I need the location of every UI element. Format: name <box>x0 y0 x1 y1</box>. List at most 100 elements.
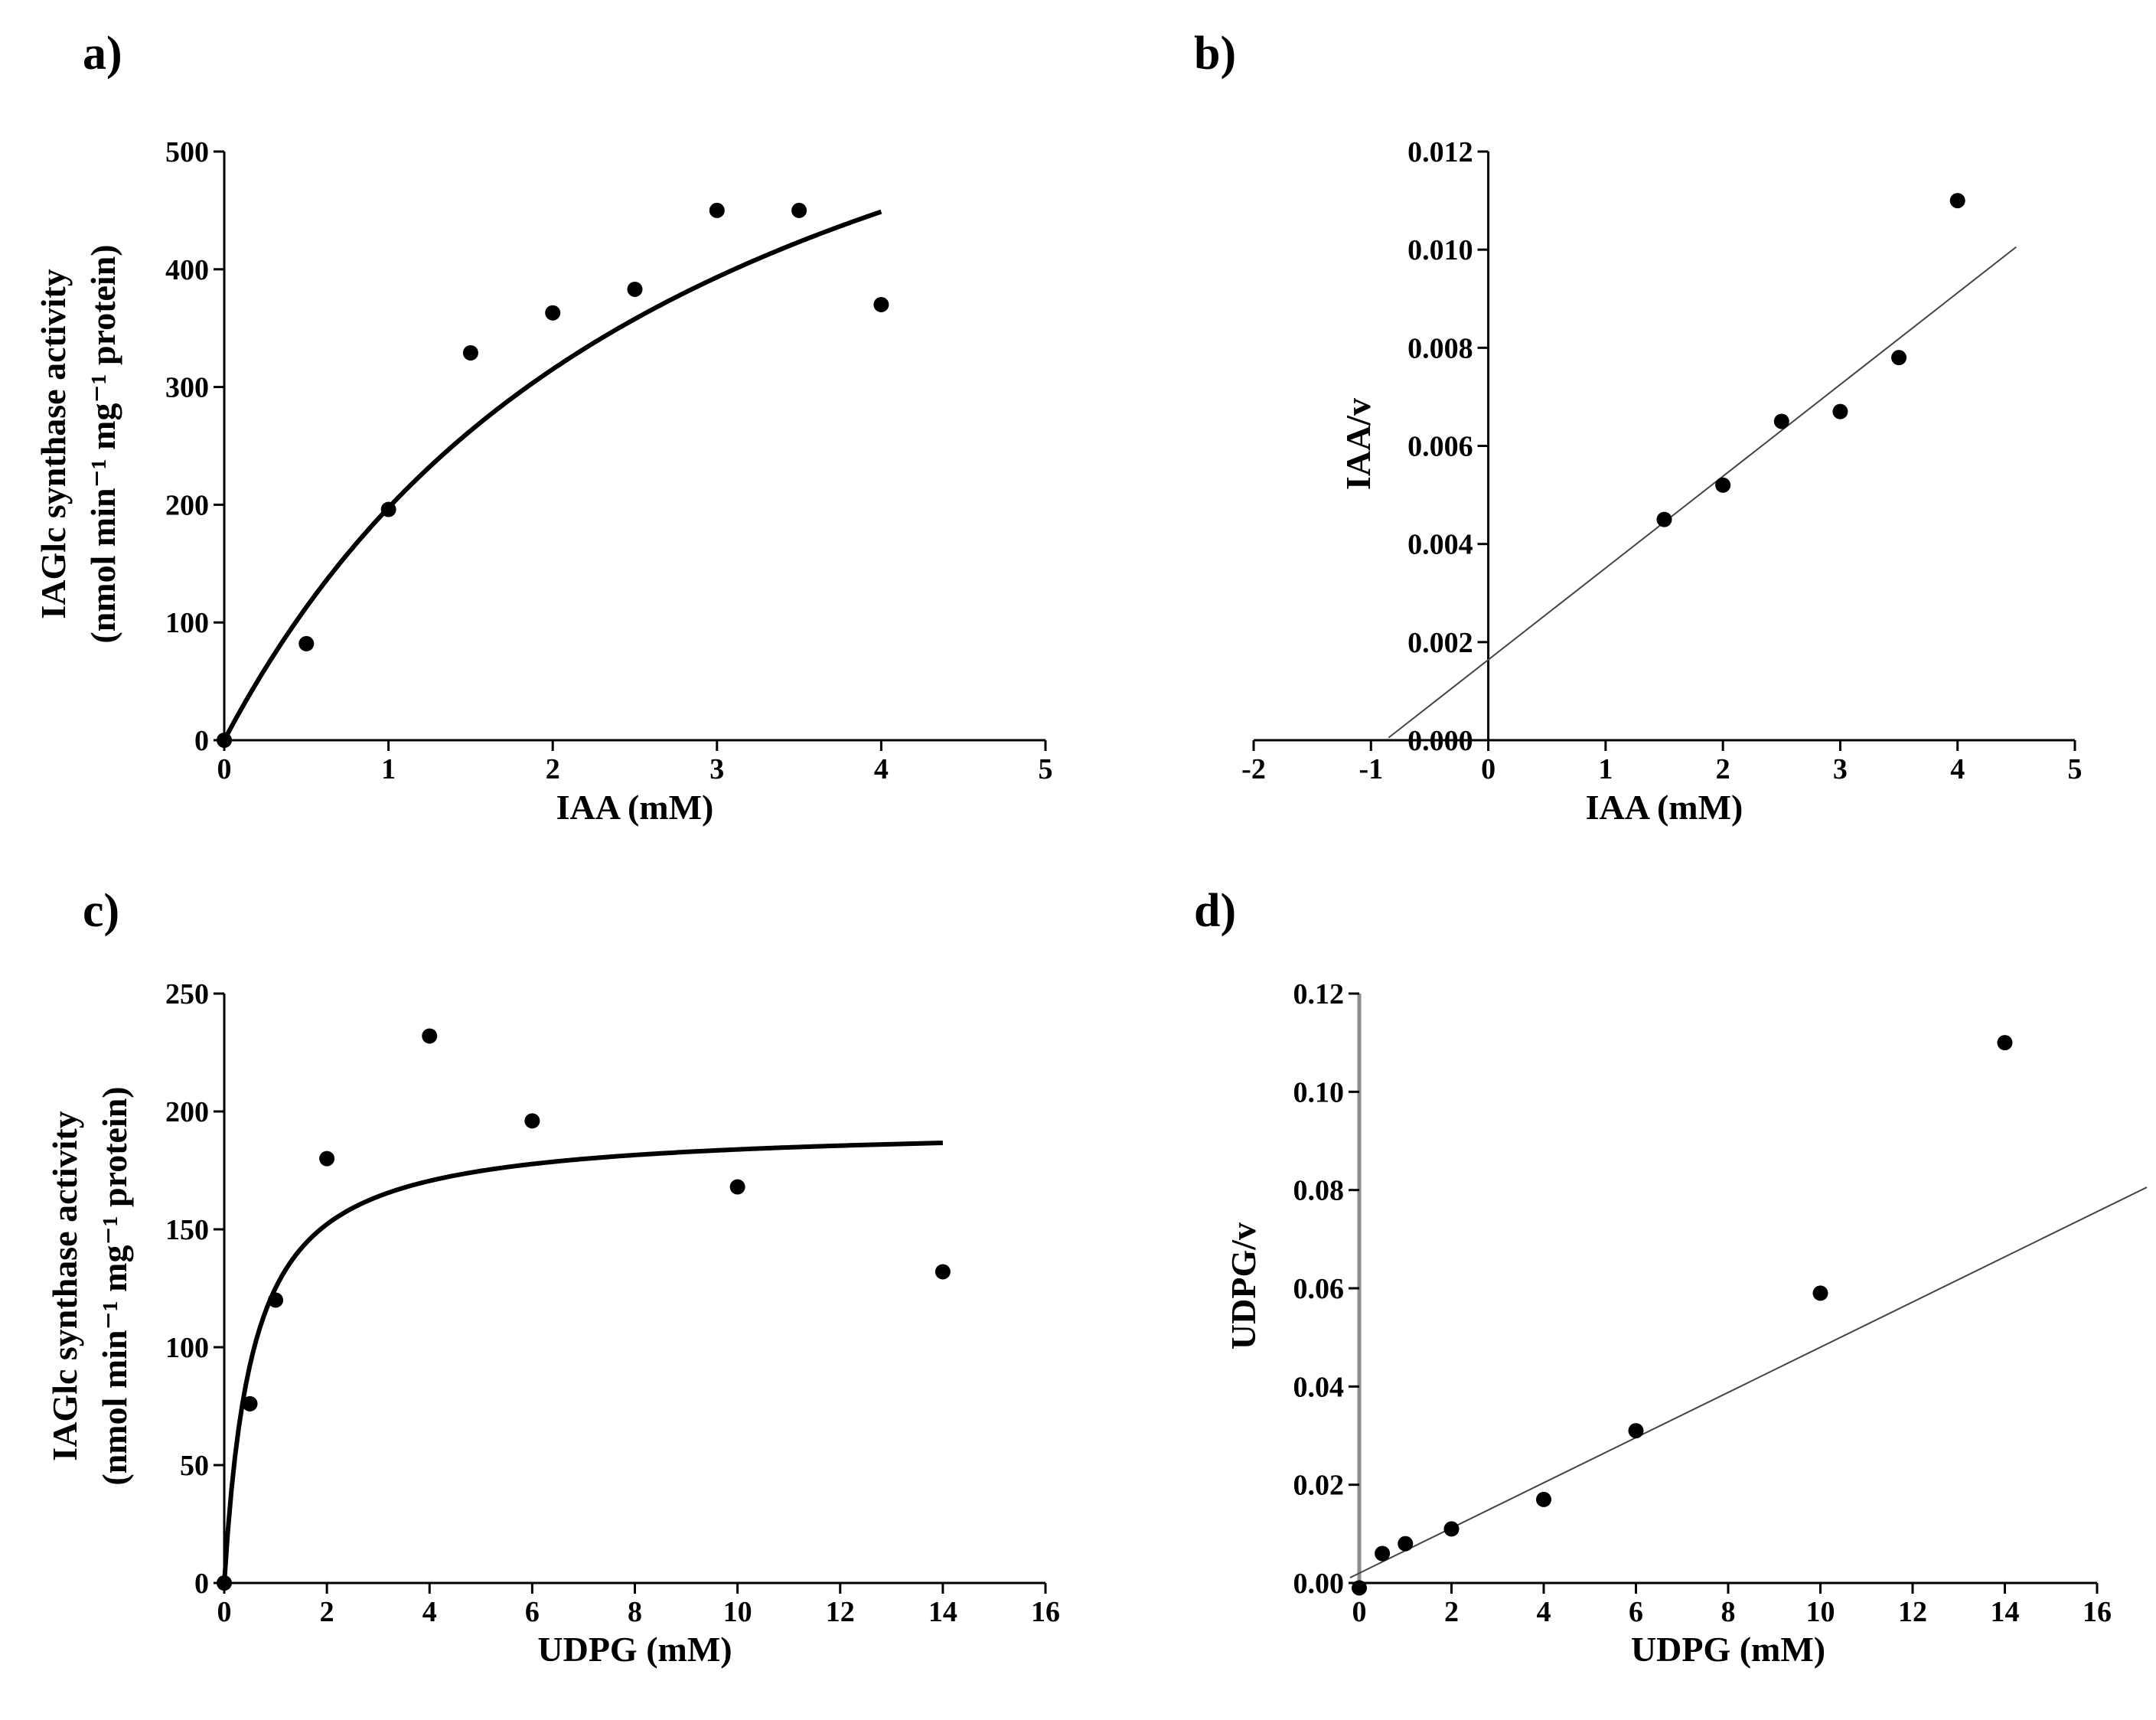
data-point <box>268 1292 284 1308</box>
y-tick-label: 0.000 <box>1407 725 1473 757</box>
data-point <box>791 202 807 218</box>
x-tick-label: 3 <box>1833 753 1848 785</box>
y-tick-label: 0.010 <box>1407 234 1473 266</box>
y-tick-label: 0.008 <box>1407 332 1473 364</box>
data-point <box>934 1264 951 1280</box>
y-tick-label: 0.04 <box>1293 1371 1345 1403</box>
x-tick-label: 2 <box>1716 753 1730 785</box>
y-tick-label: 0.06 <box>1293 1273 1345 1305</box>
data-point <box>1773 413 1789 429</box>
chart-panel-1: a) 0 1 2 3 4 5 0 100 200 300 400 500 IAA (mM) IAGlc sy… <box>34 28 1053 827</box>
fit-curve <box>222 1141 943 1584</box>
x-axis-title: IAA (mM) <box>1586 788 1743 827</box>
y-tick-label: 0.004 <box>1407 529 1473 561</box>
x-tick-label: 14 <box>928 1596 957 1628</box>
x-tick-label: 0 <box>217 753 232 785</box>
x-tick-label: 2 <box>320 1596 334 1628</box>
y-tick-label: 0.012 <box>1407 136 1473 168</box>
data-point <box>1997 1035 2013 1051</box>
y-axis-title: IAGlc synthase activity <box>45 1111 84 1461</box>
x-axis-title: UDPG (mM) <box>537 1630 732 1669</box>
x-tick-label: 4 <box>874 753 889 785</box>
y-tick-label: 0 <box>194 1568 209 1600</box>
data-point <box>1891 350 1907 366</box>
data-point <box>319 1150 335 1167</box>
x-tick-label: 5 <box>1039 753 1053 785</box>
x-tick-label: 10 <box>723 1596 752 1628</box>
y-tick-label: 0.006 <box>1407 431 1473 463</box>
data-point <box>1628 1423 1644 1439</box>
data-point <box>1832 403 1848 419</box>
y-axis-title: (nmol min⁻¹ mg⁻¹ protein) <box>95 1086 134 1485</box>
y-tick-label: 200 <box>165 489 209 521</box>
y-tick-label: 400 <box>165 254 209 286</box>
data-point <box>873 296 889 312</box>
y-tick-label: 0.10 <box>1293 1076 1345 1108</box>
x-tick-label: 4 <box>1950 753 1965 785</box>
y-tick-label: 50 <box>180 1450 209 1482</box>
x-tick-label: 6 <box>525 1596 540 1628</box>
data-point <box>1812 1285 1828 1301</box>
x-tick-label: 10 <box>1806 1596 1835 1628</box>
y-axis-title: (nmol min⁻¹ mg⁻¹ protein) <box>83 244 122 643</box>
x-tick-label: 14 <box>1991 1596 2020 1628</box>
data-point <box>709 202 725 218</box>
x-tick-label: 16 <box>1031 1596 1060 1628</box>
x-axis-title: IAA (mM) <box>556 788 714 827</box>
data-point <box>380 501 396 517</box>
y-tick-label: 100 <box>165 1332 209 1364</box>
y-tick-label: 0.08 <box>1293 1175 1345 1207</box>
data-point <box>1949 193 1965 209</box>
data-point <box>217 1575 232 1591</box>
y-tick-label: 100 <box>165 607 209 639</box>
fit-curve <box>222 209 882 742</box>
panel-label: b) <box>1194 28 1236 80</box>
y-tick-label: 500 <box>165 136 209 168</box>
panel-label: d) <box>1194 885 1236 937</box>
x-tick-label: -1 <box>1359 753 1383 785</box>
y-tick-label: 0.002 <box>1407 627 1473 659</box>
data-point <box>1536 1491 1551 1507</box>
x-tick-label: 2 <box>546 753 560 785</box>
x-tick-label: 2 <box>1444 1596 1459 1628</box>
data-point <box>729 1179 745 1195</box>
x-tick-label: 16 <box>2083 1596 2112 1628</box>
y-tick-label: 250 <box>165 978 209 1010</box>
data-point <box>1352 1580 1367 1596</box>
data-point <box>242 1395 258 1412</box>
y-tick-label: 0.12 <box>1293 978 1345 1010</box>
data-point <box>1656 511 1672 527</box>
data-point <box>1443 1521 1460 1537</box>
x-tick-label: -2 <box>1241 753 1266 785</box>
data-point <box>1375 1545 1391 1562</box>
x-tick-label: 0 <box>217 1596 232 1628</box>
x-tick-label: 1 <box>1598 753 1613 785</box>
y-tick-label: 300 <box>165 372 209 404</box>
x-tick-label: 4 <box>1537 1596 1551 1628</box>
x-tick-label: 5 <box>2068 753 2083 785</box>
data-point <box>524 1113 540 1129</box>
panel-label: c) <box>83 885 119 937</box>
fit-curve <box>1349 1186 2148 1578</box>
chart-panel-4: d) 0 2 4 6 8 10 12 14 16 0.00 0.02 0.04 0.06 0.08 0.10 0… <box>1194 885 2148 1669</box>
data-point <box>462 344 478 361</box>
fit-curve <box>1388 246 2017 739</box>
y-axis-title: IAGlc synthase activity <box>34 269 73 618</box>
chart-panel-2: b) -2 -1 0 1 2 3 4 5 0.000 0.002 0.004 0.006 0.008 0.0… <box>1194 28 2083 827</box>
x-tick-label: 4 <box>422 1596 437 1628</box>
x-tick-label: 12 <box>1898 1596 1927 1628</box>
x-axis-title: UDPG (mM) <box>1631 1630 1825 1669</box>
y-tick-label: 200 <box>165 1096 209 1128</box>
data-point <box>1715 477 1731 493</box>
x-tick-label: 8 <box>628 1596 642 1628</box>
data-point <box>298 635 315 651</box>
data-point <box>627 281 643 297</box>
y-tick-label: 0.00 <box>1293 1568 1345 1600</box>
x-tick-label: 1 <box>381 753 396 785</box>
data-point <box>1398 1536 1414 1552</box>
x-tick-label: 12 <box>826 1596 855 1628</box>
x-tick-label: 0 <box>1481 753 1496 785</box>
panel-label: a) <box>83 28 122 80</box>
data-point <box>545 305 561 321</box>
